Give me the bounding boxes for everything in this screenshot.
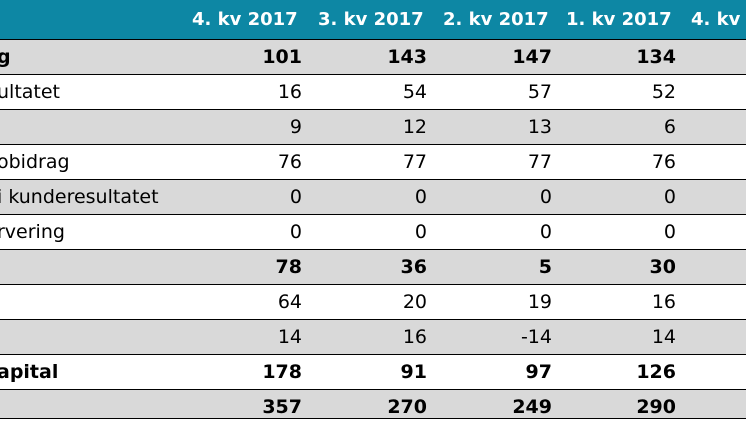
table-row: 9 12 13 6	[0, 109, 746, 144]
table-row: i kunderesultatet 0 0 0 0	[0, 179, 746, 214]
cell-value: 5	[538, 256, 552, 278]
cell-value: 16	[277, 81, 302, 103]
cell-value: 57	[527, 81, 552, 103]
cell-value: 0	[539, 186, 552, 208]
cell-value: 0	[414, 221, 427, 243]
row-label: rvering	[0, 221, 65, 243]
cell-value: 0	[289, 221, 302, 243]
cell-value: 91	[400, 361, 427, 383]
table-header: 4. kv 2017 3. kv 2017 2. kv 2017 1. kv 2…	[0, 0, 746, 39]
cell-value: 126	[636, 361, 676, 383]
cell-value: 6	[663, 116, 676, 138]
cell-value: 14	[277, 326, 302, 348]
cell-value: 64	[277, 291, 302, 313]
cell-value: 77	[527, 151, 552, 173]
cell-value: 16	[651, 291, 676, 313]
cell-value: 0	[539, 221, 552, 243]
table-row: 64 20 19 16	[0, 284, 746, 319]
header-col-4: 1. kv 2017	[566, 9, 672, 30]
cell-value: 147	[512, 46, 552, 68]
cell-value: 36	[400, 256, 427, 278]
cell-value: 0	[663, 221, 676, 243]
table-row: apital 178 91 97 126	[0, 354, 746, 389]
table-row: rvering 0 0 0 0	[0, 214, 746, 249]
cell-value: 13	[527, 116, 552, 138]
cell-value: 143	[387, 46, 427, 68]
cell-value: 77	[402, 151, 427, 173]
cell-value: 270	[387, 396, 427, 418]
row-label: ultatet	[0, 81, 61, 103]
cell-value: 9	[289, 116, 302, 138]
table-row: g 101 143 147 134	[0, 39, 746, 74]
cell-value: 78	[275, 256, 302, 278]
table-row: obidrag 76 77 77 76	[0, 144, 746, 179]
cell-value: 19	[527, 291, 552, 313]
row-label: i kunderesultatet	[0, 186, 159, 208]
cell-value: 20	[402, 291, 427, 313]
header-col-3: 2. kv 2017	[443, 9, 549, 30]
cell-value: 16	[402, 326, 427, 348]
cell-value: 249	[512, 396, 552, 418]
cell-value: 0	[414, 186, 427, 208]
cell-value: 54	[402, 81, 427, 103]
cell-value: 134	[636, 46, 676, 68]
cell-value: 14	[651, 326, 676, 348]
cell-value: 290	[636, 396, 676, 418]
row-label: obidrag	[0, 151, 70, 173]
cell-value: 101	[262, 46, 302, 68]
header-col-1: 4. kv 2017	[192, 9, 298, 30]
cell-value: 76	[277, 151, 302, 173]
header-col-2: 3. kv 2017	[318, 9, 424, 30]
table-row: 78 36 5 30	[0, 249, 746, 284]
header-col-5: 4. kv 2	[691, 9, 746, 30]
table-row: ultatet 16 54 57 52	[0, 74, 746, 109]
cell-value: -14	[520, 326, 552, 348]
row-label: g	[0, 46, 11, 68]
cell-value: 30	[649, 256, 676, 278]
cell-value: 12	[402, 116, 427, 138]
cell-value: 357	[262, 396, 302, 418]
cell-value: 52	[651, 81, 676, 103]
cell-value: 97	[525, 361, 552, 383]
table-row: 14 16 -14 14	[0, 319, 746, 354]
cell-value: 178	[262, 361, 302, 383]
cell-value: 0	[663, 186, 676, 208]
cell-value: 76	[651, 151, 676, 173]
row-label: apital	[0, 361, 59, 383]
table-row: 357 270 249 290	[0, 389, 746, 419]
cell-value: 0	[289, 186, 302, 208]
